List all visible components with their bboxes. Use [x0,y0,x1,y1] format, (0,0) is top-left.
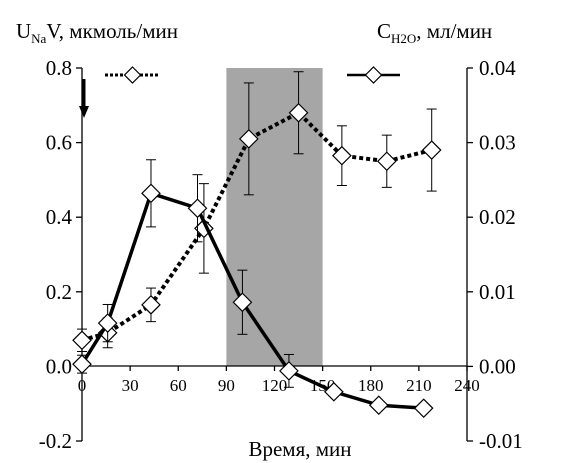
x-tick-label: 240 [454,376,480,395]
data-point [324,381,344,402]
y-right-axis-title: CH2O, мл/мин [377,19,492,46]
series-solid [72,159,434,419]
x-tick-label: 120 [262,376,288,395]
data-point [421,140,442,160]
data-point [238,129,259,149]
x-axis-title: Время, мин [248,437,351,461]
x-tick-label: 180 [358,376,384,395]
series-dotted [72,71,442,352]
y-left-tick-label: -0.2 [39,429,72,453]
data-point [141,295,161,315]
y-left-tick-label: 0.0 [46,354,72,378]
series-layer [72,71,442,419]
y-left-tick-label: 0.8 [46,56,72,80]
data-point [332,145,352,166]
labels-layer: UNaV, мкмоль/мин CH2O, мл/мин Время, мин [16,19,492,461]
data-point [72,354,92,375]
data-point [72,330,92,351]
x-tick-label: 0 [78,376,87,395]
x-tick-label: 210 [406,376,432,395]
data-point [232,292,253,313]
data-point [288,102,309,123]
axes: 0.8 0.6 0.4 0.2 0.0 -0.2 0.04 0.03 0.02 0.01 0.00 -… [39,56,523,453]
data-point [279,361,299,381]
y-right-tick-label: 0.02 [479,205,516,229]
y-right-tick-label: 0.00 [479,354,516,378]
arrow-head [79,106,89,118]
data-point [187,198,208,219]
y-right-tick-label: -0.01 [479,429,523,453]
legend [79,66,400,118]
y-left-tick-label: 0.4 [46,205,73,229]
legend-solid-sample-marker [364,66,383,84]
y-right-tick-label: 0.04 [479,56,516,80]
y-left-tick-label: 0.2 [46,280,72,304]
data-point [413,398,434,419]
x-tick-label: 30 [122,376,139,395]
legend-dotted-sample-marker [123,66,142,84]
y-left-tick-label: 0.6 [46,131,72,155]
y-right-tick-label: 0.03 [479,131,516,155]
y-right-tick-label: 0.01 [479,280,516,304]
y-left-axis-title: UNaV, мкмоль/мин [16,19,178,46]
data-point [141,183,161,204]
data-point [368,395,389,416]
series-line [81,110,433,343]
data-point [376,151,397,172]
x-tick-label: 60 [170,376,187,395]
x-tick-label: 90 [218,376,235,395]
data-point [97,313,118,333]
